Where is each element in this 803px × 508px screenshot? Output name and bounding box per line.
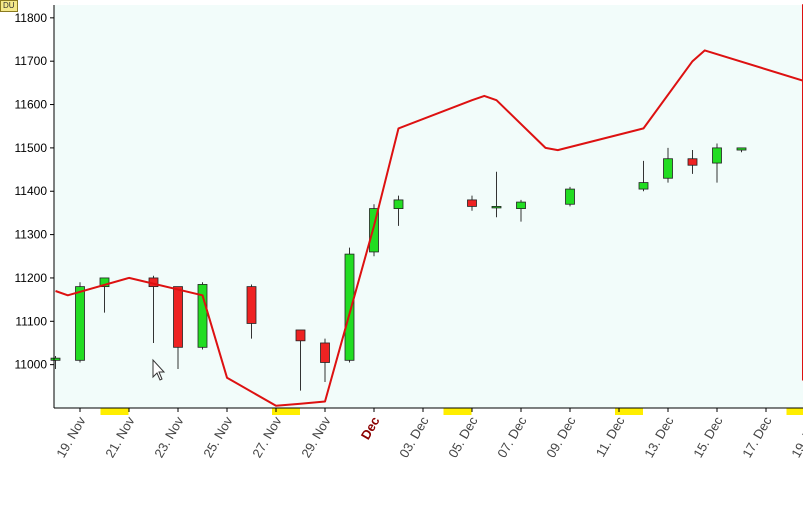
y-tick-label: 11700 [15,54,48,68]
weekend-marker [443,408,472,415]
candle-body [246,286,257,324]
y-tick-label: 11100 [15,314,47,328]
indicator-badge: DU [0,0,18,12]
candle-body [344,253,355,361]
y-tick-label: 11000 [15,358,48,372]
candle-body [638,182,649,190]
weekend-marker [100,408,129,415]
candle-body [99,277,110,288]
candle-body [736,147,747,151]
y-tick-label: 11800 [15,11,48,25]
candle-body [712,147,722,164]
mouse-pointer-icon [152,358,166,381]
candle-body [75,286,85,361]
candle-body [50,357,61,361]
candle-body [467,199,477,207]
y-tick-label: 11500 [15,141,48,155]
candle-body [173,286,183,348]
candle-body [197,284,208,348]
candle-body [491,206,502,209]
candles-group [50,143,747,391]
candle-body [393,199,404,209]
candle-body [663,158,673,179]
y-tick-label: 11600 [15,98,48,112]
y-tick-label: 11200 [15,271,48,285]
weekend-marker [786,408,803,415]
candle-body [565,188,575,205]
weekend-marker [272,408,300,415]
y-tick-label: 11300 [15,228,48,242]
plot-area [54,5,803,408]
y-axis-labels: 11000 11100 11200 11300 11400 11500 11600 11700… [15,11,54,372]
candle-body [369,208,379,253]
candle-body [295,329,306,342]
weekend-markers [100,408,803,415]
candle-body [516,201,526,209]
y-tick-label: 11400 [15,184,48,198]
indicator-line [55,4,803,407]
candle-body [687,158,698,166]
candle-body [320,342,330,363]
weekend-marker [615,408,643,415]
